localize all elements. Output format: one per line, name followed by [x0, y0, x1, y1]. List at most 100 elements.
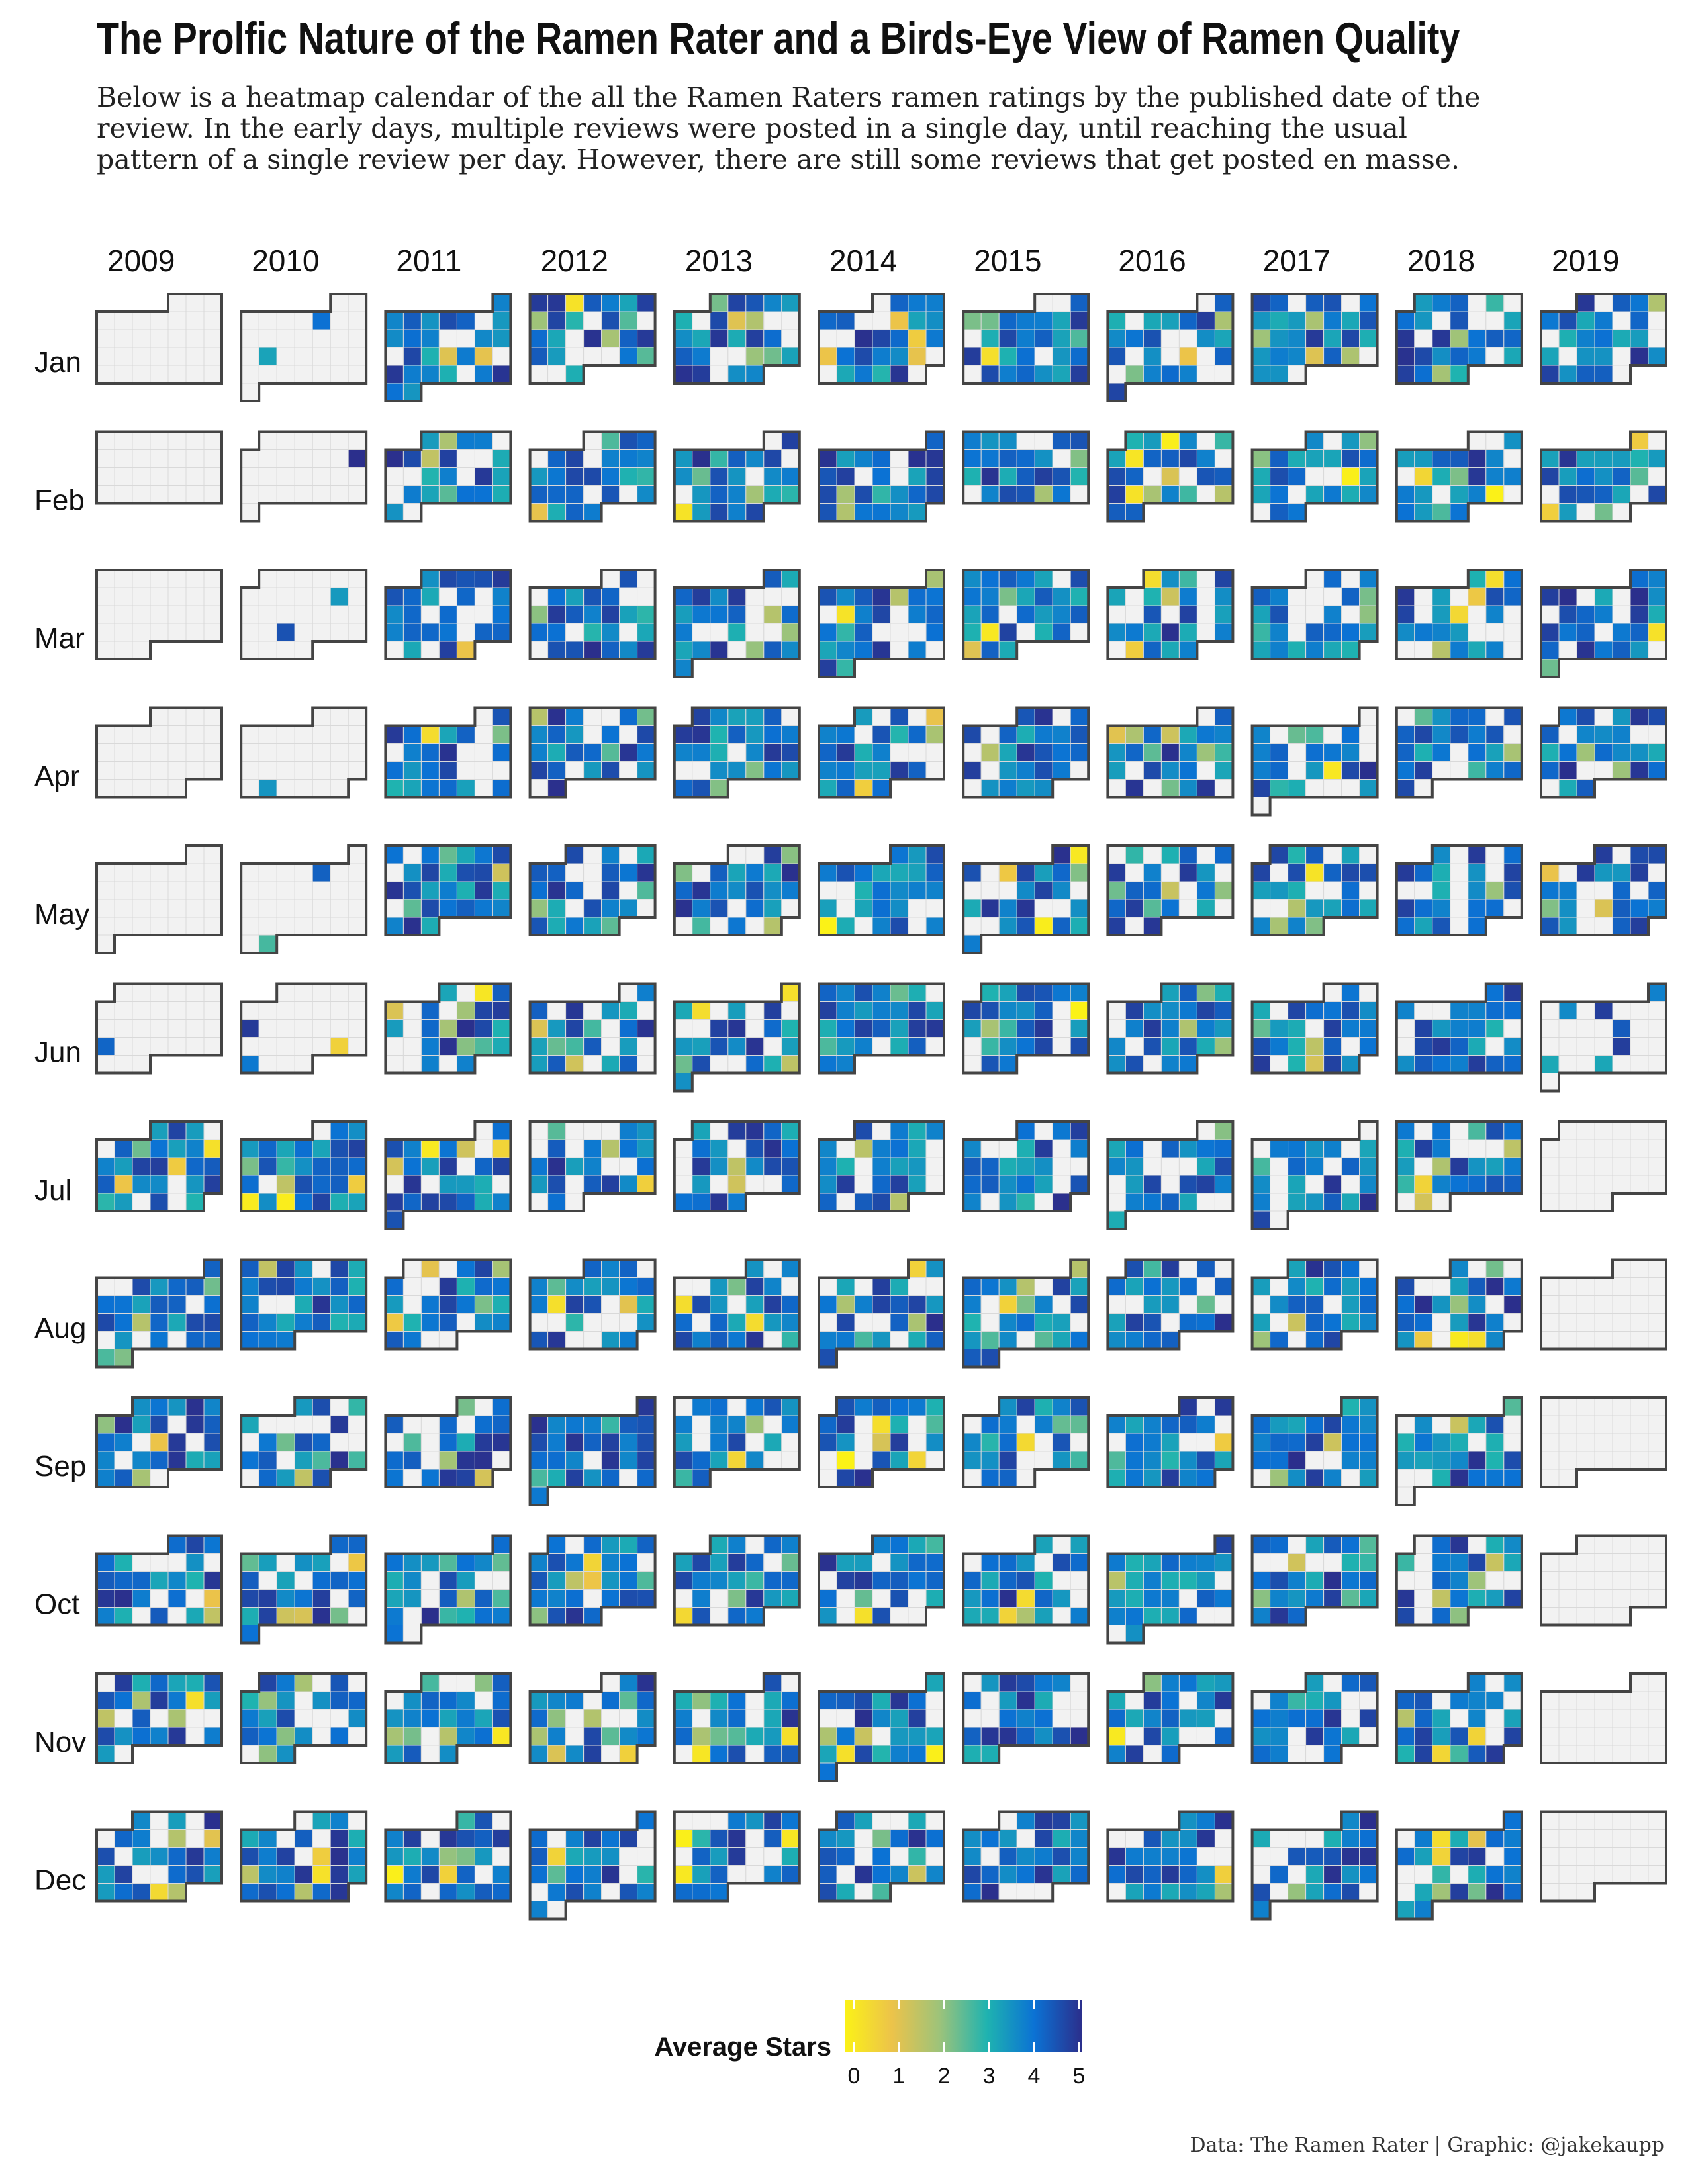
- day-cell: [1359, 983, 1378, 1002]
- day-cell: [474, 449, 493, 468]
- day-cell: [1125, 1883, 1144, 1901]
- day-cell: [185, 917, 205, 936]
- day-cell: [402, 899, 422, 918]
- day-cell: [781, 1745, 800, 1764]
- day-cell: [492, 983, 511, 1002]
- day-cell: [456, 623, 475, 642]
- day-cell: [583, 1037, 602, 1056]
- day-cell: [240, 329, 259, 348]
- day-cell: [1052, 1865, 1071, 1884]
- day-cell: [1503, 845, 1523, 864]
- day-cell: [438, 1055, 457, 1073]
- day-cell: [980, 1745, 1000, 1764]
- day-cell: [438, 1571, 457, 1590]
- day-cell: [1107, 1589, 1126, 1608]
- day-cell: [474, 1553, 493, 1572]
- day-cell: [619, 1709, 638, 1728]
- day-cell: [1450, 503, 1469, 522]
- day-cell: [1270, 1589, 1289, 1608]
- month-calendar: [1395, 982, 1523, 1075]
- day-cell: [1052, 1607, 1071, 1625]
- day-cell: [1612, 881, 1631, 900]
- day-cell: [1034, 899, 1053, 918]
- day-cell: [1196, 1277, 1215, 1296]
- day-cell: [836, 863, 855, 882]
- day-cell: [1125, 311, 1144, 330]
- day-cell: [908, 1727, 927, 1746]
- day-cell: [1540, 659, 1560, 678]
- day-cell: [637, 1019, 656, 1038]
- day-cell: [1288, 1571, 1307, 1590]
- day-cell: [1630, 605, 1649, 624]
- day-cell: [1648, 707, 1667, 726]
- day-cell: [998, 1607, 1017, 1625]
- day-cell: [1485, 1157, 1505, 1176]
- day-cell: [1214, 1295, 1233, 1314]
- day-cell: [998, 1415, 1017, 1434]
- month-calendar: [95, 293, 223, 385]
- day-cell: [420, 329, 440, 348]
- day-cell: [1396, 1727, 1415, 1746]
- day-cell: [1125, 1847, 1144, 1866]
- day-cell: [492, 1535, 511, 1554]
- day-cell: [185, 347, 205, 366]
- day-cell: [438, 1139, 457, 1158]
- day-cell: [1468, 1415, 1487, 1434]
- month-outline: [673, 1810, 801, 1903]
- day-cell: [240, 779, 259, 797]
- day-cell: [530, 881, 549, 900]
- day-cell: [547, 1175, 567, 1194]
- day-cell: [294, 1295, 313, 1314]
- day-cell: [492, 1451, 511, 1470]
- day-cell: [1359, 569, 1378, 588]
- day-cell: [1359, 605, 1378, 624]
- month-calendar: [1395, 1120, 1523, 1212]
- day-cell: [240, 1313, 259, 1332]
- day-cell: [420, 1553, 440, 1572]
- day-cell: [167, 587, 187, 606]
- day-cell: [1052, 1175, 1071, 1194]
- month-calendar: [673, 1810, 801, 1903]
- month-outline: [384, 982, 512, 1075]
- day-cell: [781, 1157, 800, 1176]
- day-cell: [1341, 725, 1360, 744]
- day-cell: [1396, 503, 1415, 522]
- day-cell: [1034, 1415, 1053, 1434]
- day-cell: [438, 1589, 457, 1608]
- day-cell: [1576, 311, 1595, 330]
- day-cell: [385, 1415, 404, 1434]
- day-cell: [96, 311, 115, 330]
- day-cell: [1396, 467, 1415, 486]
- day-cell: [1016, 329, 1035, 348]
- day-cell: [240, 1001, 259, 1020]
- day-cell: [385, 1745, 404, 1764]
- day-cell: [1252, 1139, 1271, 1158]
- day-cell: [276, 1691, 295, 1710]
- day-cell: [420, 1193, 440, 1212]
- day-cell: [530, 449, 549, 468]
- month-outline: [818, 1810, 945, 1903]
- day-cell: [908, 1001, 927, 1020]
- day-cell: [1432, 1415, 1451, 1434]
- day-cell: [763, 1709, 782, 1728]
- day-cell: [1196, 569, 1215, 588]
- day-cell: [1070, 432, 1089, 450]
- day-cell: [692, 1607, 711, 1625]
- day-cell: [1432, 485, 1451, 504]
- day-cell: [1214, 1607, 1233, 1625]
- day-cell: [1214, 881, 1233, 900]
- day-cell: [1558, 1589, 1577, 1608]
- day-cell: [674, 503, 693, 522]
- day-cell: [692, 1295, 711, 1314]
- day-cell: [1558, 1691, 1577, 1710]
- day-cell: [925, 1157, 945, 1176]
- day-cell: [962, 1037, 982, 1056]
- day-cell: [1432, 365, 1451, 384]
- day-cell: [872, 1193, 891, 1212]
- day-cell: [1270, 1313, 1289, 1332]
- day-cell: [1034, 1313, 1053, 1332]
- day-cell: [1414, 1709, 1433, 1728]
- day-cell: [348, 1259, 367, 1278]
- day-cell: [1396, 641, 1415, 660]
- day-cell: [565, 1883, 585, 1901]
